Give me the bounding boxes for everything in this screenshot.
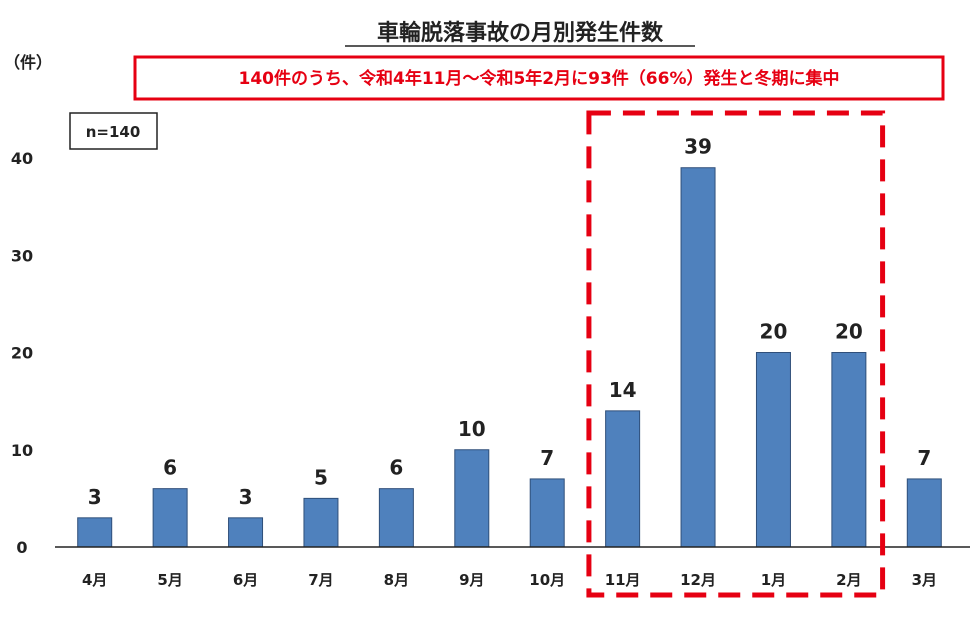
x-tick-label: 9月 — [459, 571, 484, 589]
bar — [228, 517, 264, 548]
data-label: 6 — [163, 456, 177, 480]
bar — [605, 410, 641, 548]
x-tick-label: 4月 — [82, 571, 107, 589]
bar — [303, 497, 339, 548]
x-tick-label: 10月 — [529, 571, 565, 589]
x-tick-label: 12月 — [680, 571, 716, 589]
y-tick-label: 40 — [11, 149, 33, 168]
callout-box — [133, 55, 945, 101]
bar — [152, 488, 188, 548]
data-label: 5 — [314, 465, 328, 489]
data-label: 20 — [835, 320, 863, 344]
x-tick-label: 8月 — [384, 571, 409, 589]
x-tick-label: 1月 — [761, 571, 786, 589]
y-axis-ticks: 0 10 20 30 40 — [11, 149, 33, 557]
bar — [831, 352, 867, 548]
data-label: 3 — [239, 485, 253, 509]
sample-size-label: n=140 — [86, 123, 141, 141]
data-label: 14 — [609, 378, 637, 402]
sample-size-box — [69, 112, 158, 150]
y-axis-unit-label: （件） — [4, 53, 52, 72]
bar — [529, 478, 565, 548]
bar — [755, 352, 791, 548]
data-label: 6 — [389, 456, 403, 480]
x-tick-label: 5月 — [157, 571, 182, 589]
y-tick-label: 10 — [11, 441, 33, 460]
x-tick-label: 11月 — [605, 571, 641, 589]
chart-title: 車輪脱落事故の月別発生件数 — [377, 20, 664, 46]
x-tick-label: 2月 — [836, 571, 861, 589]
data-label: 7 — [540, 446, 554, 470]
data-label: 7 — [917, 446, 931, 470]
x-axis-ticks: 4月 5月 6月 7月 8月 9月 10月 11月 12月 1月 2月 3月 — [82, 571, 937, 589]
data-label: 10 — [458, 417, 486, 441]
x-tick-label: 6月 — [233, 571, 258, 589]
y-tick-label: 20 — [11, 344, 33, 363]
winter-highlight-box — [586, 110, 886, 598]
bar — [680, 167, 716, 548]
x-tick-label: 7月 — [308, 571, 333, 589]
callout-text: 140件のうち、令和4年11月～令和5年2月に93件（66%）発生と冬期に集中 — [239, 68, 840, 89]
x-tick-label: 3月 — [912, 571, 937, 589]
data-label: 39 — [684, 135, 712, 159]
y-tick-label: 30 — [11, 246, 33, 265]
y-tick-label: 0 — [16, 538, 27, 557]
bars — [77, 167, 942, 548]
bar — [378, 488, 414, 548]
bar — [454, 449, 490, 548]
bar — [906, 478, 942, 548]
bar — [77, 517, 113, 548]
data-label: 3 — [88, 485, 102, 509]
data-labels: 3 6 3 5 6 10 7 14 39 20 20 7 — [88, 135, 932, 509]
data-label: 20 — [760, 320, 788, 344]
